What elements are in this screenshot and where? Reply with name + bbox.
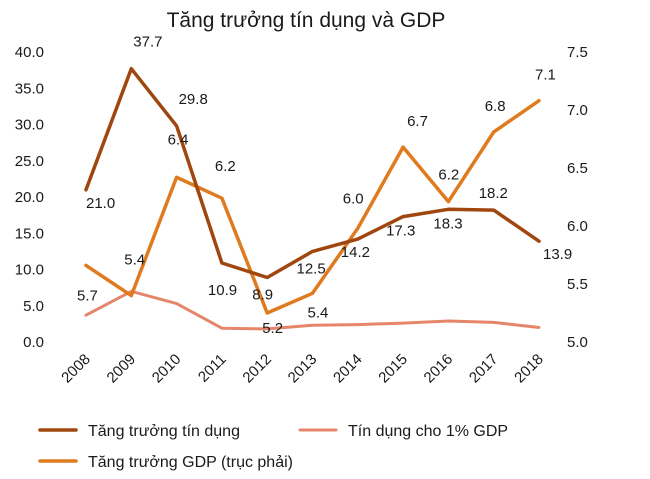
data-labels: 21.0 37.7 29.8 10.9 8.9 12.5 14.2 17.3 18.3 18.2 1… xyxy=(77,34,572,337)
x-axis-tick: 2015 xyxy=(375,351,411,387)
data-label-gdp: 6.4 xyxy=(168,131,189,148)
series-line-1 xyxy=(84,289,541,331)
data-label-credit: 14.2 xyxy=(341,244,370,261)
x-axis-tick: 2011 xyxy=(195,351,230,386)
x-axis-tick: 2010 xyxy=(149,351,185,387)
left-axis-tick: 30.0 xyxy=(15,117,44,134)
left-axis-tick: 40.0 xyxy=(15,44,44,61)
right-axis-tick: 5.0 xyxy=(567,334,588,351)
left-axis-tick: 25.0 xyxy=(15,153,44,170)
series-line-2 xyxy=(84,98,541,315)
data-label-gdp: 6.2 xyxy=(438,167,459,184)
data-label-gdp: 6.2 xyxy=(215,158,236,175)
right-axis-tick: 5.5 xyxy=(567,276,588,293)
x-axis-tick: 2008 xyxy=(58,351,94,387)
series-lines xyxy=(84,66,541,331)
left-axis-tick: 20.0 xyxy=(15,189,44,206)
left-axis-tick: 5.0 xyxy=(23,298,44,315)
data-label-gdp: 5.4 xyxy=(308,304,329,321)
data-label-gdp: 6.0 xyxy=(343,190,364,207)
data-label-gdp: 7.1 xyxy=(535,67,556,84)
x-axis-tick: 2009 xyxy=(104,351,140,387)
series-line-0 xyxy=(84,66,541,280)
data-label-gdp: 5.7 xyxy=(77,287,98,304)
x-axis-tick: 2013 xyxy=(285,351,321,387)
data-label-credit: 18.3 xyxy=(433,215,462,232)
x-axis-tick: 2018 xyxy=(511,351,547,387)
legend-label: Tăng trưởng GDP (trục phải) xyxy=(88,454,293,471)
left-axis-tick: 10.0 xyxy=(15,262,44,279)
right-axis-tick: 6.5 xyxy=(567,160,588,177)
left-axis-tick: 15.0 xyxy=(15,225,44,242)
data-label-credit: 29.8 xyxy=(179,91,208,108)
data-label-gdp: 5.2 xyxy=(262,320,283,337)
legend-label: Tăng trưởng tín dụng xyxy=(88,423,240,440)
left-axis-tick: 0.0 xyxy=(23,334,44,351)
right-axis-tick: 7.5 xyxy=(567,44,588,61)
data-label-credit: 21.0 xyxy=(86,195,115,212)
x-axis-tick: 2012 xyxy=(239,351,275,387)
legend-label: Tín dụng cho 1% GDP xyxy=(348,423,508,440)
data-label-credit: 12.5 xyxy=(297,260,326,277)
data-label-credit: 37.7 xyxy=(133,34,162,51)
data-label-gdp: 6.7 xyxy=(407,113,428,130)
x-axis-tick: 2014 xyxy=(330,351,366,387)
right-axis-tick: 7.0 xyxy=(567,102,588,119)
data-label-credit: 10.9 xyxy=(208,282,237,299)
x-axis-tick: 2016 xyxy=(421,351,457,387)
left-axis-tick: 35.0 xyxy=(15,80,44,97)
data-label-gdp: 6.8 xyxy=(485,98,506,115)
data-label-credit: 13.9 xyxy=(543,246,572,263)
data-label-gdp: 5.4 xyxy=(124,252,145,269)
chart-title: Tăng trưởng tín dụng và GDP xyxy=(167,9,446,32)
data-label-credit: 17.3 xyxy=(386,223,415,240)
right-axis-tick: 6.0 xyxy=(567,218,588,235)
data-label-credit: 8.9 xyxy=(252,286,273,303)
legend: Tăng trưởng tín dụng Tín dụng cho 1% GDP T… xyxy=(38,423,508,471)
x-axis-tick: 2017 xyxy=(466,351,502,387)
data-label-credit: 18.2 xyxy=(479,185,508,202)
